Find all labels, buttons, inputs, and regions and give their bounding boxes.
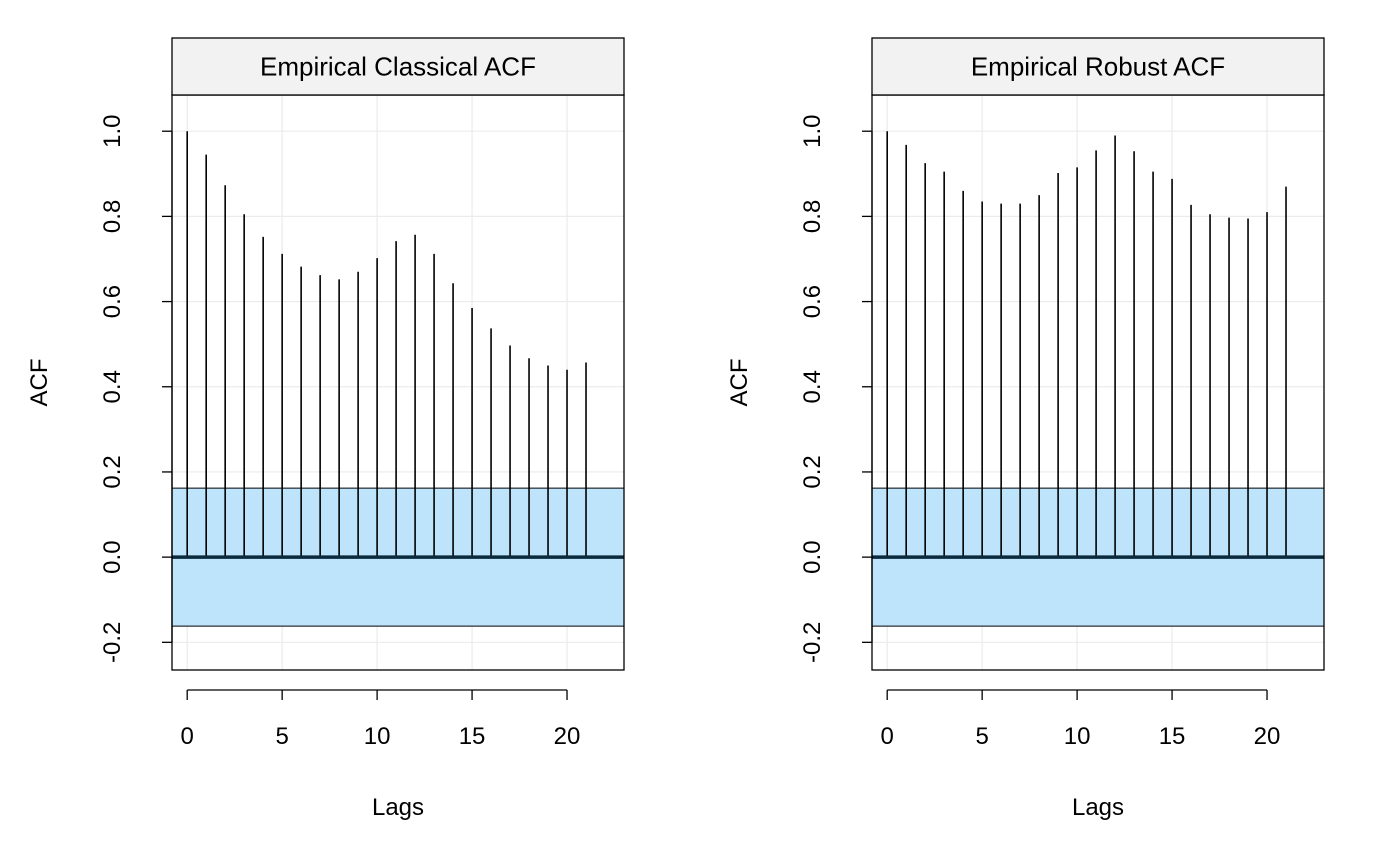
y-tick-label: 0.4 <box>799 370 826 403</box>
y-tick-label: -0.2 <box>799 622 826 663</box>
acf-panel-2: Empirical Robust ACF -0.2 0.0 0.2 0.4 0.6 0.8 1… <box>726 37 1325 821</box>
x-tick-label: 0 <box>881 723 894 750</box>
y-tick-label: 0.2 <box>99 455 126 488</box>
y-tick-label: 0.8 <box>99 200 126 233</box>
panel-title: Empirical Robust ACF <box>971 52 1225 82</box>
y-tick-label: 0.0 <box>99 540 126 573</box>
x-axis-title: Lags <box>1072 794 1124 821</box>
y-tick-label: 1.0 <box>99 115 126 148</box>
y-tick-label: 0.4 <box>99 370 126 403</box>
y-axis-title: ACF <box>26 359 53 407</box>
y-tick-label: -0.2 <box>99 622 126 663</box>
x-tick-label: 20 <box>554 723 581 750</box>
y-tick-label: 1.0 <box>799 115 826 148</box>
title-strip <box>171 37 625 96</box>
x-tick-label: 0 <box>181 723 194 750</box>
y-tick-label: 0.6 <box>99 285 126 318</box>
panel-title: Empirical Classical ACF <box>260 52 536 82</box>
x-axis-title: Lags <box>372 794 424 821</box>
x-tick-label: 15 <box>1159 723 1186 750</box>
x-tick-label: 20 <box>1254 723 1281 750</box>
x-tick-label: 10 <box>364 723 391 750</box>
x-tick-label: 10 <box>1064 723 1091 750</box>
x-tick-label: 5 <box>975 723 988 750</box>
x-tick-label: 5 <box>275 723 288 750</box>
y-tick-label: 0.8 <box>799 200 826 233</box>
y-axis-title: ACF <box>726 359 753 407</box>
title-strip <box>871 37 1325 96</box>
y-tick-label: 0.0 <box>799 540 826 573</box>
acf-panel-1: Empirical Classical ACF -0.2 0.0 0.2 0.4 0.6 0… <box>26 37 625 821</box>
y-tick-label: 0.2 <box>799 455 826 488</box>
x-tick-label: 15 <box>459 723 486 750</box>
y-tick-label: 0.6 <box>799 285 826 318</box>
